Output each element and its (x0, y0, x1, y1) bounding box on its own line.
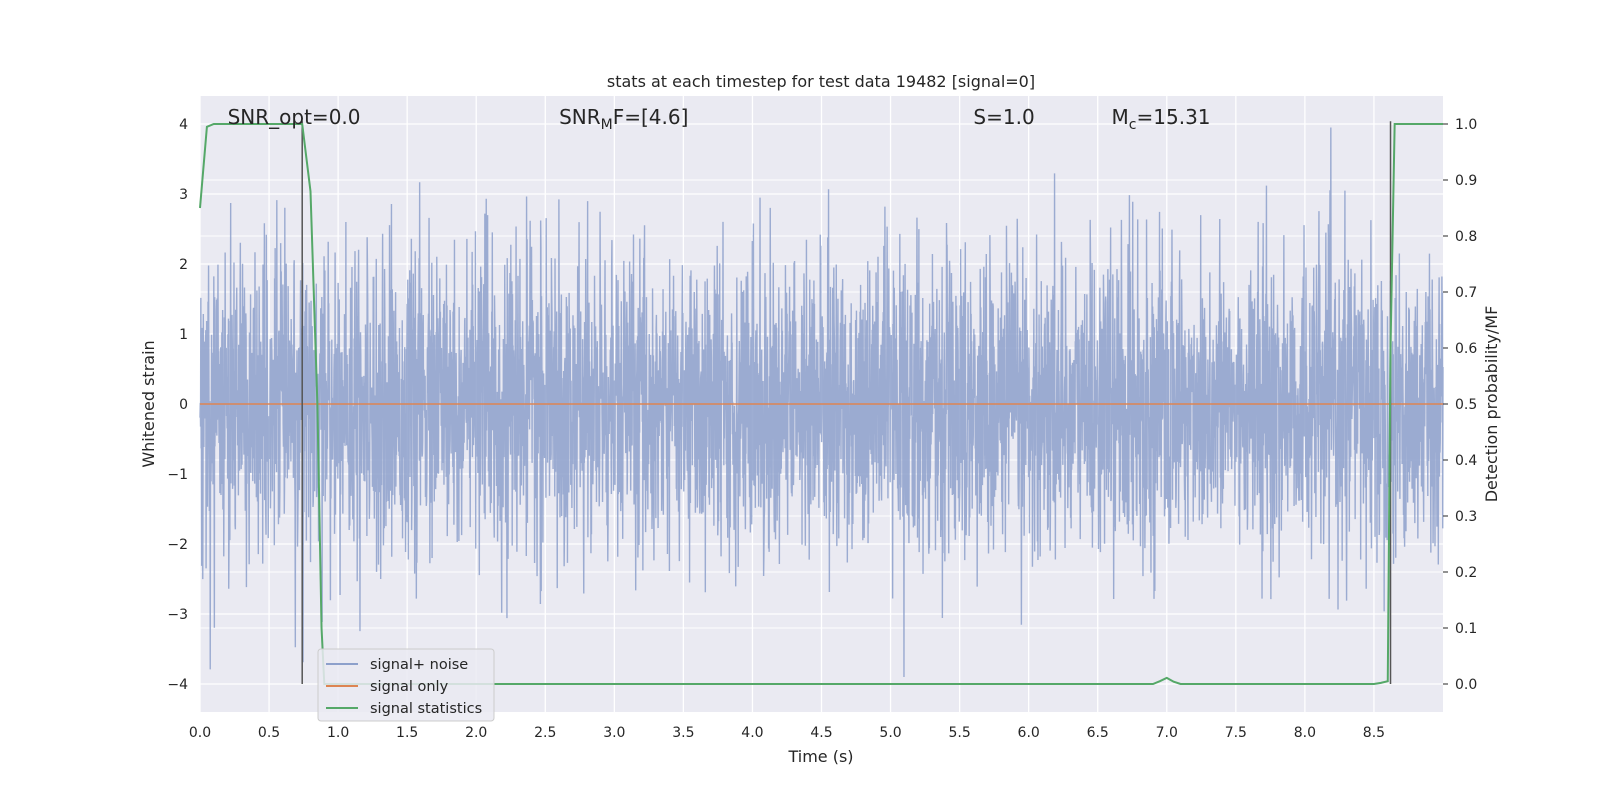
y-tick-label-right: 1.0 (1455, 117, 1477, 133)
annotation-rest: =15.31 (1137, 105, 1211, 129)
legend-label-signal-statistics: signal statistics (370, 701, 482, 717)
annotation-main: SNR (559, 105, 601, 129)
x-tick-label: 5.5 (948, 725, 970, 741)
annotation-subscript: M (601, 117, 613, 133)
y-tick-label-right: 0.9 (1455, 173, 1477, 189)
legend-box (317, 648, 495, 722)
annotation-text: SNRMF=[4.6] (559, 105, 688, 133)
y-tick-label-right: 0.5 (1455, 397, 1477, 413)
x-tick-label: 0.5 (258, 725, 280, 741)
x-tick-label: 4.0 (741, 725, 763, 741)
series-signal-plus-noise (199, 127, 1444, 678)
x-tick-label: 6.5 (1087, 725, 1109, 741)
annotation-text: SNR_opt=0.0 (228, 105, 361, 129)
x-tick-label: 8.0 (1294, 725, 1316, 741)
y-tick-label-left: −3 (167, 607, 188, 623)
annotation-rest: =1.0 (986, 105, 1035, 129)
y-tick-label-right: 0.0 (1455, 677, 1477, 693)
y-axis-left-ticks: 4 3 2 1 0 −1 −2 −3 −4 (167, 117, 188, 693)
y-tick-label-right: 0.1 (1455, 621, 1477, 637)
annotations: SNR_opt=0.0 SNRMF=[4.6] S=1.0 Mc=15.31 (228, 105, 1211, 133)
y-tick-label-left: −4 (167, 677, 188, 693)
y-tick-label-left: −2 (167, 537, 188, 553)
y-tick-label-right: 0.6 (1455, 341, 1477, 357)
x-tick-label: 7.0 (1156, 725, 1178, 741)
y-tick-label-right: 0.4 (1455, 453, 1477, 469)
annotation-main: S (973, 105, 986, 129)
y-tick-label-left: 0 (179, 397, 188, 413)
x-tick-label: 1.0 (327, 725, 349, 741)
annotation-main: SNR_opt=0.0 (228, 105, 361, 129)
x-tick-label: 1.5 (396, 725, 418, 741)
x-tick-label: 7.5 (1225, 725, 1247, 741)
x-axis-label: Time (s) (787, 747, 853, 766)
signal-statistics-line (199, 123, 1443, 685)
x-tick-label: 0.0 (189, 725, 211, 741)
y-tick-label-right: 0.3 (1455, 509, 1477, 525)
x-tick-label: 3.5 (672, 725, 694, 741)
x-tick-label: 5.0 (879, 725, 901, 741)
annotation-main: M (1112, 105, 1129, 129)
chart-title: stats at each timestep for test data 194… (607, 72, 1035, 91)
x-axis-ticks: 0.0 0.5 1.0 1.5 2.0 2.5 3.0 3.5 4.0 4.5 5.0 5.5 6.0 6… (189, 725, 1385, 741)
y-axis-right-ticks: 1.0 0.9 0.8 0.7 0.6 0.5 0.4 0.3 0.2 0.1 0.0 (1443, 117, 1477, 693)
y-tick-label-left: 2 (179, 257, 188, 273)
x-tick-label: 4.5 (810, 725, 832, 741)
x-tick-label: 2.0 (465, 725, 487, 741)
legend: signal+ noise signal only signal statist… (317, 648, 495, 722)
annotation-text: Mc=15.31 (1112, 105, 1211, 133)
annotation-subscript: c (1129, 117, 1137, 133)
y-tick-label-left: 4 (179, 117, 188, 133)
y-tick-label-right: 0.7 (1455, 285, 1477, 301)
x-tick-label: 8.5 (1363, 725, 1385, 741)
legend-label-signal-plus-noise: signal+ noise (370, 657, 468, 673)
signal-plus-noise-line (199, 127, 1444, 678)
y-tick-label-left: 3 (179, 187, 188, 203)
y-tick-label-right: 0.8 (1455, 229, 1477, 245)
x-tick-label: 6.0 (1018, 725, 1040, 741)
y-tick-label-left: −1 (167, 467, 188, 483)
y-axis-label-right: Detection probability/MF (1482, 306, 1501, 503)
annotation-text: S=1.0 (973, 105, 1034, 129)
y-axis-label-left: Whitened strain (139, 340, 158, 467)
series-signal-statistics (199, 123, 1443, 685)
x-tick-label: 3.0 (603, 725, 625, 741)
y-tick-label-left: 1 (179, 327, 188, 343)
legend-label-signal-only: signal only (370, 679, 449, 695)
x-tick-label: 2.5 (534, 725, 556, 741)
y-tick-label-right: 0.2 (1455, 565, 1477, 581)
annotation-rest: F=[4.6] (613, 105, 689, 129)
